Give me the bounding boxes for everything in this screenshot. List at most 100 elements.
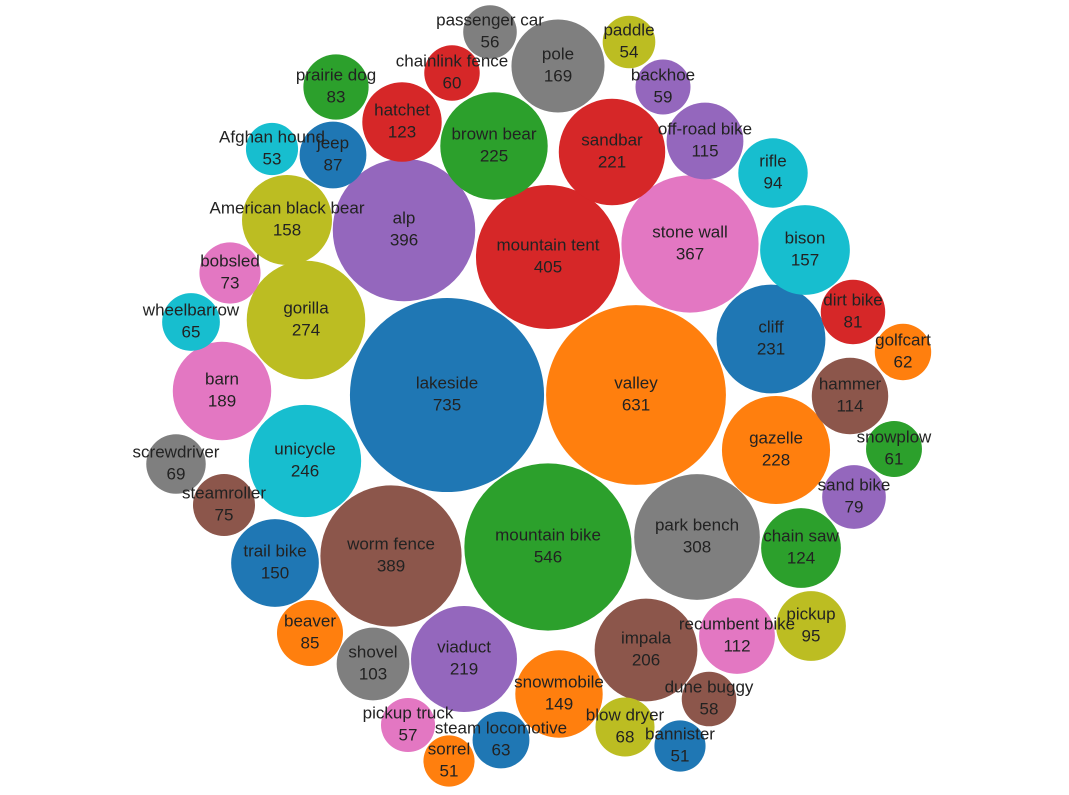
bubble (464, 463, 632, 631)
bubble-value: 57 (399, 725, 418, 744)
bubble (721, 395, 831, 505)
bubble-value: 85 (301, 633, 320, 652)
bubble-label: bobsled (200, 251, 260, 270)
bubble-label: impala (621, 628, 672, 647)
bubble-value: 62 (894, 352, 913, 371)
bubble-label: sandbar (581, 130, 643, 149)
bubble-label: Afghan hound (219, 127, 325, 146)
bubble-value: 60 (443, 73, 462, 92)
bubble (146, 434, 206, 494)
bubble (635, 59, 691, 115)
bubble-label: passenger car (436, 10, 544, 29)
bubble (760, 205, 850, 295)
bubble-value: 231 (757, 339, 785, 358)
bubble-value: 115 (691, 141, 718, 160)
bubble (332, 158, 476, 302)
bubble-value: 124 (787, 548, 815, 567)
bubble-value: 61 (885, 449, 904, 468)
bubble (349, 297, 545, 493)
bubble-label: jeep (316, 133, 349, 152)
bubble-label: mountain tent (496, 235, 599, 254)
bubble-value: 246 (291, 461, 319, 480)
bubble (245, 122, 299, 176)
bubble (634, 474, 760, 600)
bubble-value: 51 (440, 761, 459, 780)
bubble-value: 112 (723, 636, 750, 655)
bubble-label: viaduct (437, 637, 491, 656)
bubble (738, 138, 808, 208)
bubble (546, 305, 726, 485)
bubble-value: 69 (167, 464, 186, 483)
bubble-label: dune buggy (665, 677, 754, 696)
bubble (246, 260, 366, 380)
bubble (424, 45, 480, 101)
bubble-label: gorilla (283, 298, 329, 317)
bubble-label: alp (393, 208, 416, 227)
bubble-value: 274 (292, 320, 320, 339)
bubble (472, 711, 530, 769)
bubble-value: 94 (764, 173, 783, 192)
bubble-label: off-road bike (658, 119, 752, 138)
bubble-label: steam locomotive (435, 718, 567, 737)
bubble-value: 79 (845, 497, 864, 516)
bubble-label: pickup (786, 604, 835, 623)
bubble (699, 598, 775, 674)
bubble-label: barn (205, 369, 239, 388)
bubble (681, 671, 737, 727)
bubble-value: 206 (632, 650, 660, 669)
bubble-label: beaver (284, 611, 336, 630)
bubble (242, 175, 332, 265)
bubble (299, 121, 367, 189)
bubble (248, 404, 362, 518)
bubble (558, 98, 666, 206)
bubble-value: 367 (676, 244, 704, 263)
bubble-label: cliff (758, 317, 783, 336)
bubble-label: wheelbarrow (142, 300, 240, 319)
bubble (303, 54, 369, 120)
bubble-value: 68 (616, 727, 635, 746)
bubble-value: 221 (598, 152, 626, 171)
bubble-label: backhoe (631, 65, 695, 84)
bubble-label: screwdriver (133, 442, 220, 461)
bubble (761, 508, 841, 588)
bubble (463, 5, 517, 59)
bubble-value: 225 (480, 146, 508, 165)
bubble-value: 53 (263, 149, 282, 168)
bubble-label: bannister (645, 724, 715, 743)
bubble-value: 54 (620, 42, 639, 61)
bubble-label: shovel (348, 642, 397, 661)
bubble-value: 95 (802, 626, 821, 645)
bubble-value: 58 (700, 699, 719, 718)
bubble (654, 720, 706, 772)
bubble (716, 284, 826, 394)
bubble-value: 396 (390, 230, 418, 249)
bubble-label: bison (785, 228, 826, 247)
bubble-value: 59 (654, 87, 673, 106)
bubble-value: 114 (836, 396, 863, 415)
bubble-label: pickup truck (363, 703, 454, 722)
bubble (411, 606, 517, 712)
bubble-value: 189 (208, 391, 236, 410)
bubble-label: sorrel (428, 739, 471, 758)
bubble (362, 82, 442, 162)
bubble-value: 63 (492, 740, 511, 759)
bubble-value: 308 (683, 537, 711, 556)
bubble-value: 123 (388, 122, 416, 141)
bubble (423, 735, 475, 787)
bubble-value: 87 (324, 155, 343, 174)
bubble-label: paddle (603, 20, 654, 39)
bubble-label: chain saw (763, 526, 839, 545)
bubble (595, 697, 655, 757)
bubble (822, 465, 886, 529)
bubble-label: recumbent bike (679, 614, 795, 633)
bubble-value: 631 (622, 395, 650, 414)
bubble-label: valley (614, 373, 658, 392)
bubble (231, 519, 319, 607)
bubble-value: 228 (762, 450, 790, 469)
bubble (336, 627, 410, 701)
bubble-label: lakeside (416, 373, 478, 392)
bubble (162, 293, 220, 351)
bubble-value: 150 (261, 563, 289, 582)
